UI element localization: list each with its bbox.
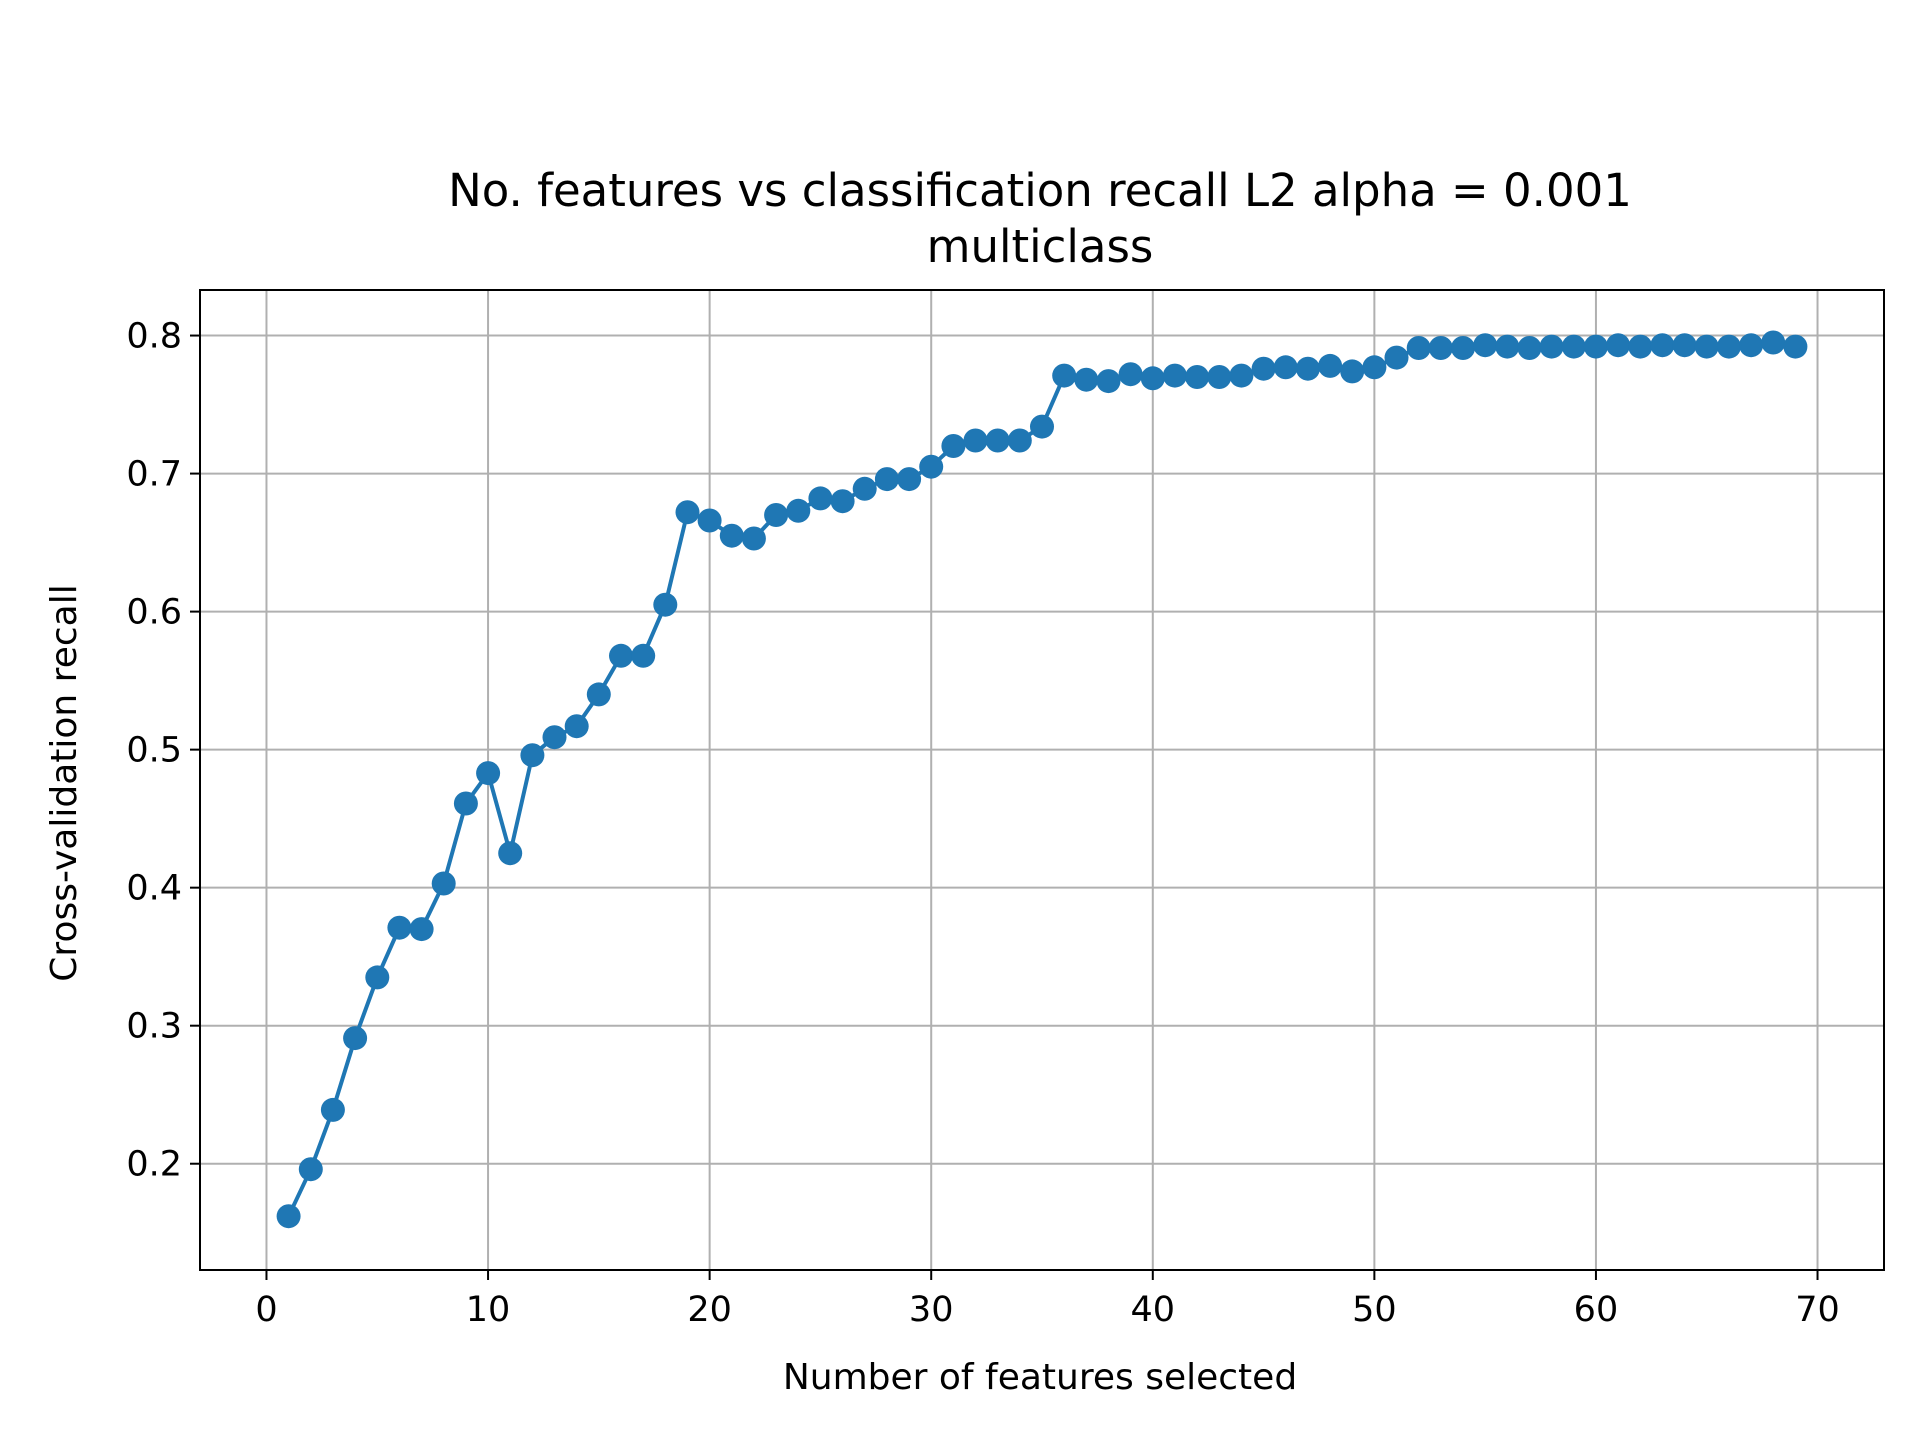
data-point [1650,333,1675,358]
data-point [1495,334,1520,359]
data-point [1583,334,1608,359]
grid [200,290,1884,1270]
data-point [409,917,434,942]
data-point [431,871,456,896]
data-point [1318,353,1343,378]
data-point [874,467,899,492]
data-point [741,526,766,551]
x-tick-label: 10 [466,1290,511,1330]
data-point [852,476,877,501]
x-tick-label: 50 [1352,1290,1397,1330]
plot-frame [199,289,1885,1271]
data-point [1606,333,1631,358]
data-point [298,1157,323,1182]
data-point [786,498,811,523]
data-point [1739,333,1764,358]
data-point [1716,334,1741,359]
y-tick-label: 0.3 [126,1007,182,1047]
y-tick-label: 0.5 [126,731,182,771]
chart-subtitle: multiclass [927,220,1154,273]
data-point [1561,334,1586,359]
data-point [653,592,678,617]
data-point [1207,365,1232,389]
x-tick-label: 70 [1795,1290,1840,1330]
data-point [1428,336,1453,360]
x-tick-label: 40 [1131,1290,1176,1330]
data-point [1140,366,1165,391]
data-point [276,1204,301,1229]
data-point [1694,334,1719,359]
data-point [1451,336,1475,360]
data-point [985,428,1010,453]
data-point [1539,334,1564,359]
x-tick-label: 20 [687,1290,732,1330]
data-point [941,434,966,458]
data-point [1362,355,1387,380]
data-point [609,643,633,668]
data-point [1761,330,1786,355]
data-point [1007,428,1032,453]
y-axis-label: Cross-validation recall [44,584,85,981]
data-point [520,743,545,768]
data-point [586,682,611,707]
data-point [476,761,501,786]
data-point [542,725,567,750]
data-point [675,500,700,525]
data-point [320,1097,345,1122]
data-point [1074,367,1099,392]
data-point [808,486,833,511]
data-point [1162,363,1187,388]
data-point [1473,333,1498,358]
data-point [1052,363,1077,388]
data-point [1783,334,1808,359]
data-point [1384,345,1409,370]
data-point [830,489,855,514]
y-tick-label: 0.7 [126,455,182,495]
data-point [1273,355,1298,380]
data-point [498,841,523,866]
data-point [1517,336,1542,360]
data-point [343,1026,368,1051]
data-point [564,714,589,739]
data-point [697,508,722,533]
data-point [365,965,390,990]
data-point [1628,334,1653,359]
data-point [1229,363,1254,388]
data-point [919,454,944,479]
data-point [1185,365,1210,389]
y-tick-label: 0.2 [126,1145,182,1185]
data-point [1295,356,1320,381]
data-point [1340,359,1365,384]
data-point [1030,414,1054,439]
data-point [963,428,988,453]
x-tick-label: 0 [255,1290,277,1330]
data-point [1096,369,1121,394]
data-point [1672,333,1697,358]
data-point [453,791,478,816]
y-tick-label: 0.6 [126,593,182,633]
data-point [1118,362,1143,387]
x-tick-label: 30 [909,1290,954,1330]
chart-title: No. features vs classification recall L2… [448,164,1632,217]
data-point [764,503,789,527]
data-point [897,467,922,492]
data-point [1251,356,1276,381]
y-tick-label: 0.4 [126,869,182,909]
data-point [631,643,656,668]
x-axis-label: Number of features selected [783,1357,1297,1398]
ticks: 0 10 20 30 40 50 60 70 0.2 0.3 0.4 0.5 0.6 0.7 0.8 [126,317,1839,1330]
x-tick-label: 60 [1574,1290,1619,1330]
data-point [1406,336,1431,360]
series-layer [276,330,1808,1229]
data-point [387,915,412,940]
data-point [719,523,744,548]
y-tick-label: 0.8 [126,317,182,357]
